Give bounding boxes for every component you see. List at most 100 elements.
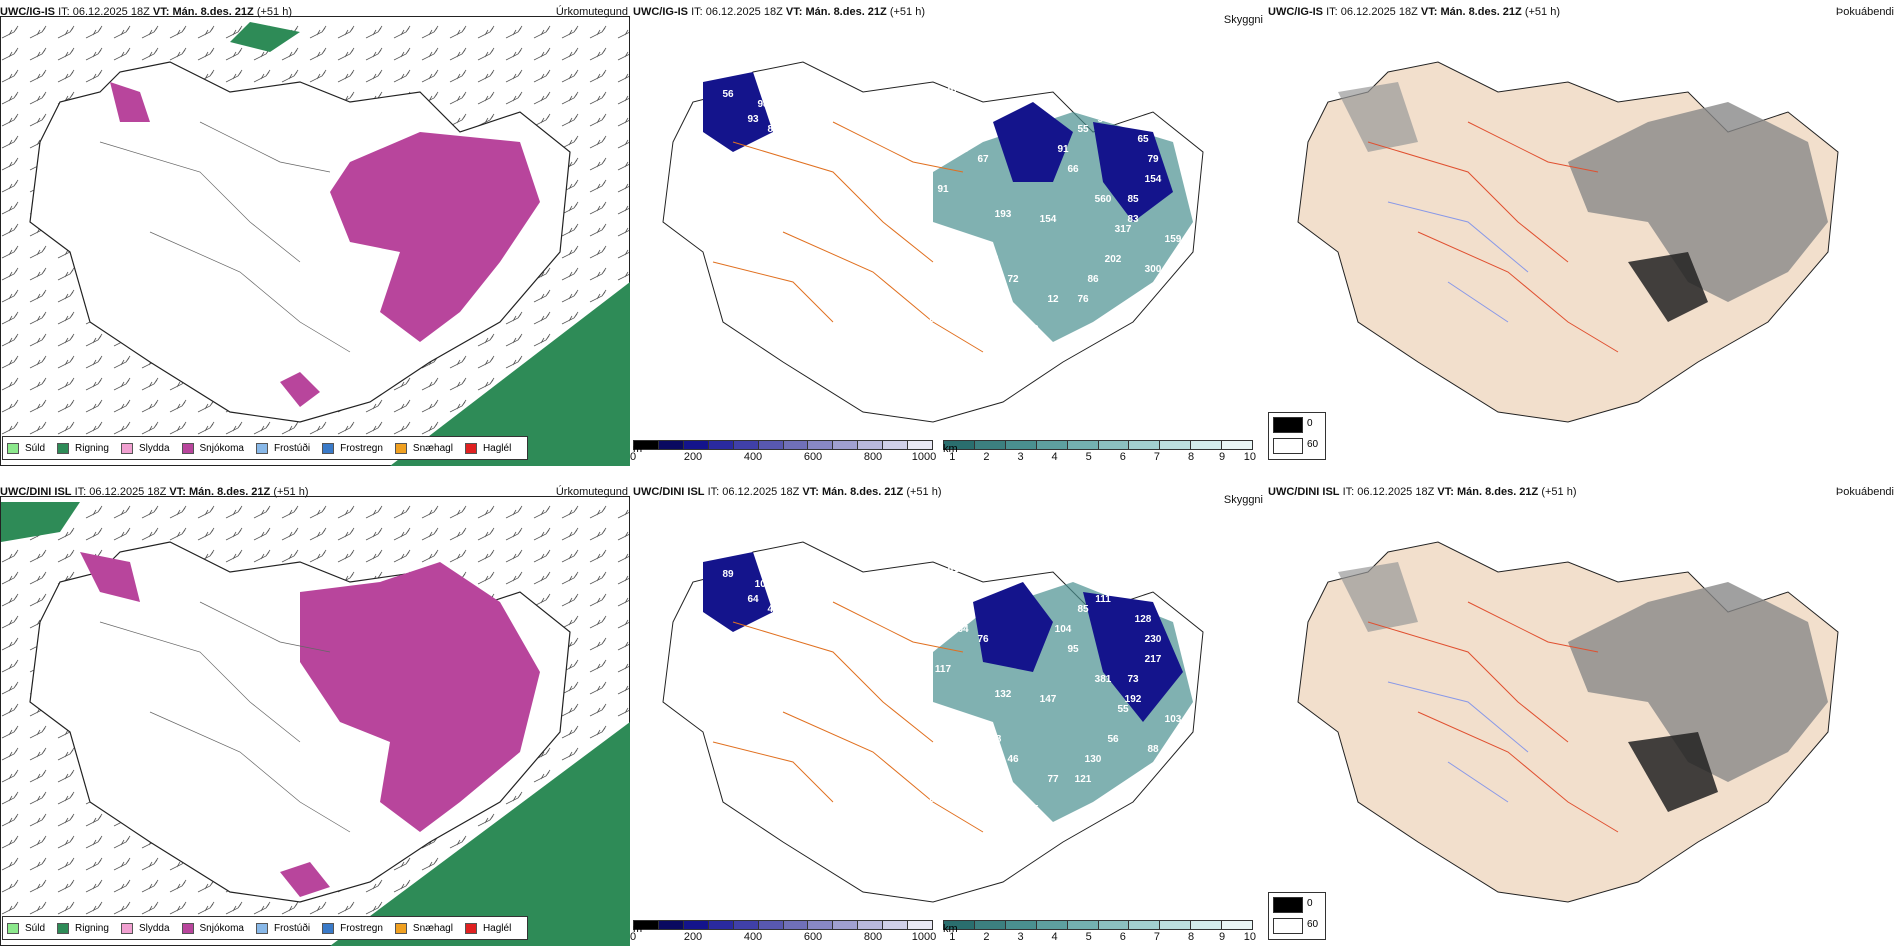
fog-legend: 0 60 (1268, 892, 1326, 940)
cloud-base-value: 73 (1027, 324, 1039, 335)
cloud-base-value: 68 (957, 144, 969, 155)
panel-title-precip: Úrkomutegund (555, 6, 628, 18)
panel-header: UWC/DINI ISL IT: 06.12.2025 18Z VT: Mán.… (1268, 486, 1577, 498)
colorbar-cell (1005, 921, 1037, 929)
rain-area-sea (390, 282, 630, 466)
cloud-base-value: 91 (937, 184, 949, 195)
panel-title-visibility: Skyggni (1223, 494, 1263, 506)
cloud-base-value: 73 (1127, 674, 1139, 685)
colorbar-cell (974, 921, 1006, 929)
colorbar-cell (883, 921, 909, 929)
panel-title-visibility: Skyggni (1223, 14, 1263, 26)
legend-item: Haglél (464, 922, 511, 934)
cloud-base-value: 88 (1147, 744, 1159, 755)
cloud-base-value: 83 (1127, 214, 1139, 225)
cloud-base-value: 14 (927, 794, 939, 805)
cloud-base-value: 230 (1145, 634, 1162, 645)
low-cloud-area (703, 552, 1183, 722)
colorbar-cell (808, 441, 834, 449)
panel-header: UWC/IG-IS IT: 06.12.2025 18Z VT: Mán. 8.… (1268, 6, 1560, 18)
cloud-base-value: 318 (985, 734, 1002, 745)
colorbar-cell (634, 921, 659, 929)
colorbar-cell (833, 921, 859, 929)
cloud-base-value: 117 (935, 664, 952, 675)
cloud-base-value: 132 (995, 689, 1012, 700)
cloud-base-value: 91 (1057, 144, 1069, 155)
colorbar-cell (1191, 441, 1223, 449)
colorbar-cell (944, 921, 975, 929)
cloud-base-value: 65 (1137, 134, 1149, 145)
roads (1367, 601, 1619, 833)
colorbar-cell (833, 441, 859, 449)
colorbar-cell (1129, 441, 1161, 449)
rain-area-sea (330, 722, 630, 946)
cloud-base-value: 46 (1007, 754, 1019, 765)
colorbar-cell (858, 441, 884, 449)
fog-legend-light-label: 60 (1307, 919, 1319, 930)
cloud-base-value: 19 (707, 549, 719, 560)
fog-area-west (1338, 82, 1418, 152)
cloud-base-value: 74 (957, 264, 969, 275)
cloud-base-value: 108 (875, 784, 892, 795)
cloud-base-value: 66 (987, 254, 999, 265)
colorbar-cell (783, 921, 809, 929)
cloud-base-value: 77 (1047, 774, 1059, 785)
cloud-base-value: 560 (1095, 194, 1112, 205)
cloud-base-value: 52 (927, 589, 939, 600)
cloud-base-value: 72 (877, 304, 889, 315)
cloudbase-colorbar: 0 200 400 600 800 1000 (630, 440, 936, 463)
colorbar-cell (683, 441, 709, 449)
cloudbase-colorbar: 0 200 400 600 800 1000 (630, 920, 936, 943)
cloud-base-value: 130 (1085, 754, 1102, 765)
cloud-base-value: 12 (1047, 294, 1059, 305)
cloud-base-value: 55 (947, 124, 959, 135)
cloud-base-value: 102 (755, 579, 772, 590)
precip-map-svg (1, 502, 630, 946)
colorbar-cell (758, 441, 784, 449)
colorbar-cell (1067, 441, 1099, 449)
cloud-base-values: 56 20 56 98 93 88 88 57 62 55 68 67 91 193 154 91 55 66 65… (707, 54, 1181, 355)
snow-area-south (280, 862, 330, 897)
fog-area (1568, 102, 1828, 302)
cloud-base-value: 72 (1007, 274, 1019, 285)
cloud-base-value: 64 (747, 594, 759, 605)
colorbar-cell (808, 921, 834, 929)
cloud-base-value: 193 (995, 209, 1012, 220)
snow-area-west (80, 552, 140, 602)
cloud-base-value: 54 (897, 344, 909, 355)
panel-header: UWC/DINI ISL IT: 06.12.2025 18Z VT: Mán.… (0, 486, 309, 498)
roads (712, 601, 984, 833)
visibility-colorbar: 1 2 3 4 5 6 7 8 9 10 (943, 440, 1256, 463)
cloud-base-values: 19 63 89 102 64 47 60 51 52 79 64 76 117 132 147 104 85 9… (707, 534, 1181, 835)
cloud-base-value: 65 (1067, 94, 1079, 105)
cloud-base-value: 85 (1127, 194, 1139, 205)
cloud-base-value: 15 (927, 314, 939, 325)
colorbar-cell (1005, 441, 1037, 449)
cloudbase-colorbar-cells (633, 440, 933, 450)
colorbar-cell (634, 441, 659, 449)
legend-item: Slydda (120, 442, 170, 454)
legend-item: Frostúði (255, 922, 310, 934)
fog-index-map-igis: UWC/IG-IS IT: 06.12.2025 18Z VT: Mán. 8.… (1268, 0, 1898, 466)
fog-legend-dark (1273, 417, 1303, 433)
cloud-base-value: 56 (722, 89, 734, 100)
colorbar-cell (908, 921, 933, 929)
cloud-base-value: 79 (947, 604, 959, 615)
cloud-base-value: 79 (1147, 154, 1159, 165)
rain-area-north (230, 22, 300, 52)
panel-header: UWC/IG-IS IT: 06.12.2025 18Z VT: Mán. 8.… (633, 6, 925, 18)
colorbar-cell (683, 921, 709, 929)
roads (1367, 121, 1619, 353)
cloud-base-value: 54 (1097, 114, 1109, 125)
colorbar-cell (1036, 921, 1068, 929)
cloudbase-unit: m (633, 443, 643, 455)
visibility-colorbar-cells (943, 920, 1253, 930)
colorbar-cell (1222, 921, 1253, 929)
colorbar-cell (708, 921, 734, 929)
colorbar-cell (1160, 441, 1192, 449)
cloud-base-value: 57 (947, 84, 959, 95)
colorbar-cell (708, 441, 734, 449)
fog-legend-dark-label: 0 (1307, 418, 1313, 429)
panel-title-fog: Þokuábendi (1835, 6, 1894, 18)
colorbar-cell (974, 441, 1006, 449)
